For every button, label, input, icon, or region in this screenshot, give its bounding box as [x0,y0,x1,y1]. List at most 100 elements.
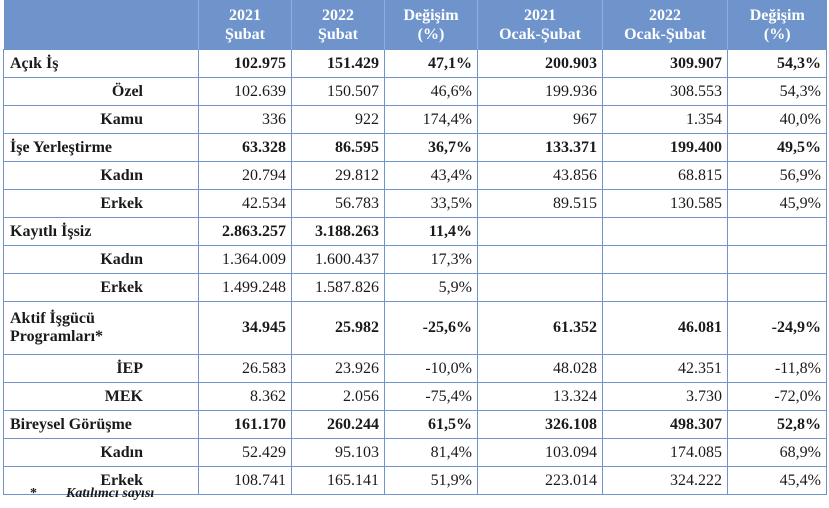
table-cell: 25.982 [291,301,385,355]
table-cell: 56,9% [727,161,827,190]
table-cell: 260.244 [291,410,385,439]
table-cell: 47,1% [384,49,478,78]
table-cell: 3.730 [602,382,728,411]
row-label: Kadın [3,245,199,274]
row-label: İşe Yerleştirme [3,133,199,162]
row-label: Kayıtlı İşsiz [3,217,199,246]
table-cell: 20.794 [198,161,292,190]
row-label: Erkek [3,466,199,495]
table-cell: 161.170 [198,410,292,439]
table-cell [477,245,603,274]
table-cell: 54,3% [727,49,827,78]
table-cell: -75,4% [384,382,478,411]
table-cell: 61.352 [477,301,603,355]
table-cell: -10,0% [384,354,478,383]
table-cell: 1.499.248 [198,273,292,302]
column-header: 2022 Ocak-Şubat [602,0,728,50]
table-cell: 200.903 [477,49,603,78]
table-row-main: Kayıtlı İşsiz 2.863.257 3.188.263 11,4% [3,217,827,246]
table-cell: 52,8% [727,410,827,439]
table-cell: 86.595 [291,133,385,162]
table-cell: 43.856 [477,161,603,190]
table-cell: 89.515 [477,189,603,218]
table-cell [602,245,728,274]
table-cell: 3.188.263 [291,217,385,246]
table-row-sub: Kadın 1.364.009 1.600.437 17,3% [3,245,827,274]
table-row-sub: Erkek 42.534 56.783 33,5% 89.515 130.585 45,9% [3,189,827,218]
table-row-main: İşe Yerleştirme 63.328 86.595 36,7% 133.371 1… [3,133,827,162]
table-cell: 43,4% [384,161,478,190]
footnote: * Katılımcı sayısı [30,486,154,502]
table-cell: 1.600.437 [291,245,385,274]
table-cell: 2.056 [291,382,385,411]
row-label: Kamu [3,105,199,134]
table-cell: 199.400 [602,133,728,162]
column-header: 2022 Şubat [291,0,385,50]
table-cell [602,217,728,246]
table-row-sub: Kadın 52.429 95.103 81,4% 103.094 174.085 68,9… [3,438,827,467]
table-cell: 29.812 [291,161,385,190]
table-row-sub: MEK 8.362 2.056 -75,4% 13.324 3.730 -72,0% [3,382,827,411]
table-row-sub: Özel 102.639 150.507 46,6% 199.936 308.553 54,… [3,77,827,106]
table-cell: 56.783 [291,189,385,218]
row-label: Aktif İşgücü Programları* [3,301,199,355]
table-cell: 223.014 [477,466,603,495]
table-cell: 1.354 [602,105,728,134]
table-cell: 42.351 [602,354,728,383]
table-cell: 48.028 [477,354,603,383]
table-cell: 103.094 [477,438,603,467]
table-cell: 102.975 [198,49,292,78]
table-cell: 13.324 [477,382,603,411]
table-cell: 174,4% [384,105,478,134]
table-cell: -25,6% [384,301,478,355]
row-label: MEK [3,382,199,411]
table-cell: 68,9% [727,438,827,467]
table-cell: 174.085 [602,438,728,467]
table-cell: -24,9% [727,301,827,355]
table-cell: 102.639 [198,77,292,106]
table-cell: 61,5% [384,410,478,439]
row-label: Bireysel Görüşme [3,410,199,439]
table-cell [477,217,603,246]
table-cell: 54,3% [727,77,827,106]
column-header: Değişim (%) [727,0,827,50]
footnote-mark: * [30,486,37,501]
table-cell: 1.587.826 [291,273,385,302]
table-cell: 42.534 [198,189,292,218]
table-cell: 51,9% [384,466,478,495]
table-cell: 336 [198,105,292,134]
table-cell: 151.429 [291,49,385,78]
table-cell [727,273,827,302]
table-row-main: Bireysel Görüşme 161.170 260.244 61,5% 326.1… [3,410,827,439]
table-cell: 46.081 [602,301,728,355]
table-cell: 81,4% [384,438,478,467]
column-header [3,0,199,50]
table-cell: 2.863.257 [198,217,292,246]
employment-statistics-table: 2021 Şubat 2022 Şubat Değişim (%) 2021 Ocak-Şub… [3,0,827,495]
table-cell [477,273,603,302]
table-cell: 108.741 [198,466,292,495]
table-cell [727,217,827,246]
table-row-main: Aktif İşgücü Programları* 34.945 25.982 -25,… [3,301,827,355]
column-header: Değişim (%) [384,0,478,50]
table-cell: 36,7% [384,133,478,162]
table-cell: 165.141 [291,466,385,495]
row-label: Erkek [3,189,199,218]
table-cell: -11,8% [727,354,827,383]
table-cell: 63.328 [198,133,292,162]
table-cell: 52.429 [198,438,292,467]
table-cell [602,273,728,302]
row-label: Kadın [3,438,199,467]
table-cell: 45,9% [727,189,827,218]
table-cell: 133.371 [477,133,603,162]
table-cell: 326.108 [477,410,603,439]
table-cell: 33,5% [384,189,478,218]
column-header: 2021 Şubat [198,0,292,50]
row-label: Açık İş [3,49,199,78]
column-header: 2021 Ocak-Şubat [477,0,603,50]
table-cell: 130.585 [602,189,728,218]
table-row-sub: İEP 26.583 23.926 -10,0% 48.028 42.351 -11,8% [3,354,827,383]
header-row: 2021 Şubat 2022 Şubat Değişim (%) 2021 Ocak-Şub… [3,0,827,50]
table-cell: 68.815 [602,161,728,190]
table-row-sub: Kamu 336 922 174,4% 967 1.354 40,0% [3,105,827,134]
